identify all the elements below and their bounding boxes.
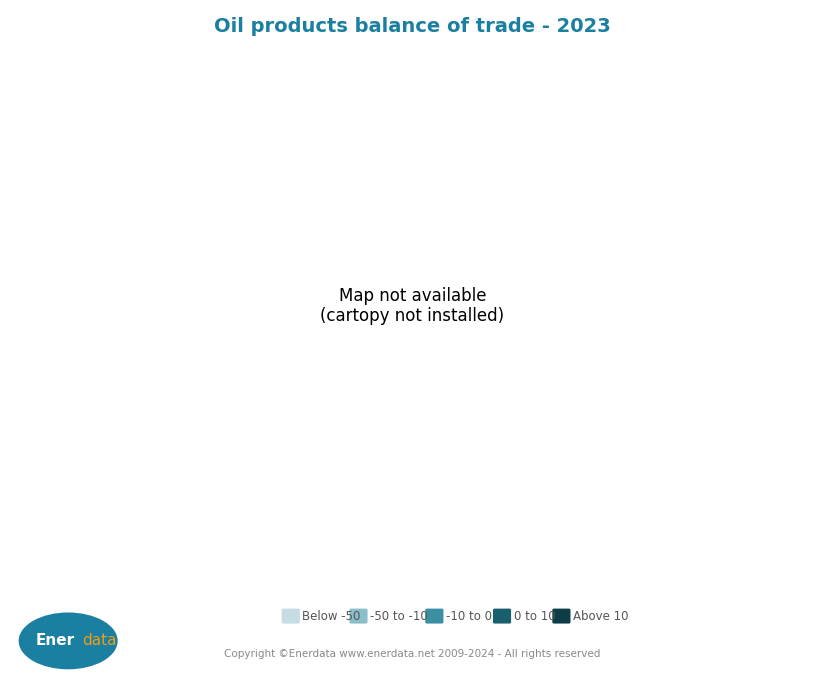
Text: Copyright ©Enerdata www.enerdata.net 2009-2024 - All rights reserved: Copyright ©Enerdata www.enerdata.net 200…: [224, 649, 601, 659]
Text: Map not available
(cartopy not installed): Map not available (cartopy not installed…: [320, 286, 505, 326]
Text: -10 to 0: -10 to 0: [446, 610, 492, 624]
Text: Above 10: Above 10: [573, 610, 629, 624]
Text: data: data: [82, 633, 116, 649]
Text: Oil products balance of trade - 2023: Oil products balance of trade - 2023: [214, 17, 610, 36]
Text: -50 to -10: -50 to -10: [370, 610, 427, 624]
Text: Below -50: Below -50: [302, 610, 361, 624]
Text: Ener: Ener: [35, 633, 74, 649]
Ellipse shape: [19, 613, 118, 669]
Text: 0 to 10: 0 to 10: [514, 610, 555, 624]
